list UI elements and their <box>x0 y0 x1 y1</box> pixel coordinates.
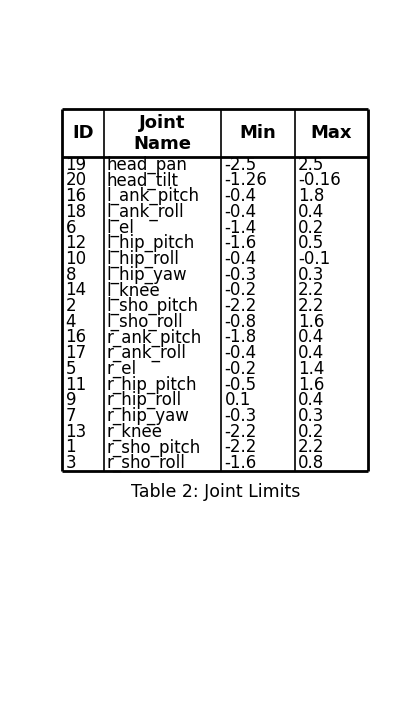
Text: -0.5: -0.5 <box>225 375 257 394</box>
Text: -0.3: -0.3 <box>225 266 257 284</box>
Text: 0.4: 0.4 <box>298 392 324 409</box>
Text: l_hip_roll: l_hip_roll <box>107 250 180 268</box>
Text: -0.3: -0.3 <box>225 407 257 425</box>
Text: l_ank_roll: l_ank_roll <box>107 202 184 221</box>
Text: -2.2: -2.2 <box>225 297 257 315</box>
Text: 12: 12 <box>66 234 87 252</box>
Text: 1.6: 1.6 <box>298 313 324 331</box>
Text: -0.4: -0.4 <box>225 250 257 268</box>
Text: 16: 16 <box>66 187 87 205</box>
Text: 5: 5 <box>66 360 76 378</box>
Text: 0.3: 0.3 <box>298 407 324 425</box>
Text: -0.16: -0.16 <box>298 171 341 190</box>
Text: Table 2: Joint Limits: Table 2: Joint Limits <box>131 483 300 501</box>
Text: 0.2: 0.2 <box>298 423 324 440</box>
Text: 19: 19 <box>66 156 87 173</box>
Text: -0.8: -0.8 <box>225 313 257 331</box>
Text: 0.4: 0.4 <box>298 344 324 362</box>
Text: 2.2: 2.2 <box>298 297 325 315</box>
Text: Min: Min <box>240 124 276 142</box>
Text: 0.4: 0.4 <box>298 329 324 346</box>
Text: 0.2: 0.2 <box>298 219 324 236</box>
Text: 10: 10 <box>66 250 87 268</box>
Text: head_tilt: head_tilt <box>107 171 179 190</box>
Text: -2.2: -2.2 <box>225 438 257 457</box>
Text: r_ank_roll: r_ank_roll <box>107 344 187 362</box>
Text: 1.6: 1.6 <box>298 375 324 394</box>
Text: 1.8: 1.8 <box>298 187 324 205</box>
Text: 8: 8 <box>66 266 76 284</box>
Text: 14: 14 <box>66 281 87 299</box>
Text: l_ank_pitch: l_ank_pitch <box>107 187 200 205</box>
Text: 16: 16 <box>66 329 87 346</box>
Text: 1.4: 1.4 <box>298 360 324 378</box>
Text: r_ank_pitch: r_ank_pitch <box>107 329 202 347</box>
Text: 0.3: 0.3 <box>298 266 324 284</box>
Text: 2.2: 2.2 <box>298 438 325 457</box>
Text: 2.5: 2.5 <box>298 156 324 173</box>
Text: l_sho_pitch: l_sho_pitch <box>107 297 199 315</box>
Text: -1.6: -1.6 <box>225 454 257 472</box>
Text: -2.5: -2.5 <box>225 156 257 173</box>
Text: ID: ID <box>72 124 94 142</box>
Text: -1.8: -1.8 <box>225 329 257 346</box>
Text: l_hip_yaw: l_hip_yaw <box>107 266 187 284</box>
Text: 11: 11 <box>66 375 87 394</box>
Text: r_hip_pitch: r_hip_pitch <box>107 375 197 394</box>
Text: l_hip_pitch: l_hip_pitch <box>107 234 195 253</box>
Text: r_sho_roll: r_sho_roll <box>107 454 186 472</box>
Text: -0.1: -0.1 <box>298 250 330 268</box>
Text: -0.2: -0.2 <box>225 360 257 378</box>
Text: l_sho_roll: l_sho_roll <box>107 313 184 331</box>
Text: 4: 4 <box>66 313 76 331</box>
Text: Joint
Name: Joint Name <box>134 114 192 153</box>
Text: 1: 1 <box>66 438 76 457</box>
Text: -0.4: -0.4 <box>225 344 257 362</box>
Text: 7: 7 <box>66 407 76 425</box>
Text: 0.4: 0.4 <box>298 203 324 221</box>
Text: 0.1: 0.1 <box>225 392 251 409</box>
Text: 9: 9 <box>66 392 76 409</box>
Text: r_sho_pitch: r_sho_pitch <box>107 438 201 457</box>
Text: 18: 18 <box>66 203 87 221</box>
Text: 2: 2 <box>66 297 76 315</box>
Text: r_el: r_el <box>107 360 137 378</box>
Text: 20: 20 <box>66 171 87 190</box>
Text: -1.26: -1.26 <box>225 171 268 190</box>
Text: -0.4: -0.4 <box>225 203 257 221</box>
Text: -0.2: -0.2 <box>225 281 257 299</box>
Text: 13: 13 <box>66 423 87 440</box>
Text: l_knee: l_knee <box>107 281 160 299</box>
Text: -1.6: -1.6 <box>225 234 257 252</box>
Text: 0.8: 0.8 <box>298 454 324 472</box>
Text: head_pan: head_pan <box>107 156 188 174</box>
Text: 3: 3 <box>66 454 76 472</box>
Text: r_hip_roll: r_hip_roll <box>107 391 182 409</box>
Text: -1.4: -1.4 <box>225 219 257 236</box>
Text: -2.2: -2.2 <box>225 423 257 440</box>
Text: 2.2: 2.2 <box>298 281 325 299</box>
Text: 17: 17 <box>66 344 87 362</box>
Text: 6: 6 <box>66 219 76 236</box>
Text: r_hip_yaw: r_hip_yaw <box>107 407 190 425</box>
Text: 0.5: 0.5 <box>298 234 324 252</box>
Text: -0.4: -0.4 <box>225 187 257 205</box>
Text: Max: Max <box>311 124 352 142</box>
Text: l_el: l_el <box>107 219 135 236</box>
Text: r_knee: r_knee <box>107 423 163 441</box>
